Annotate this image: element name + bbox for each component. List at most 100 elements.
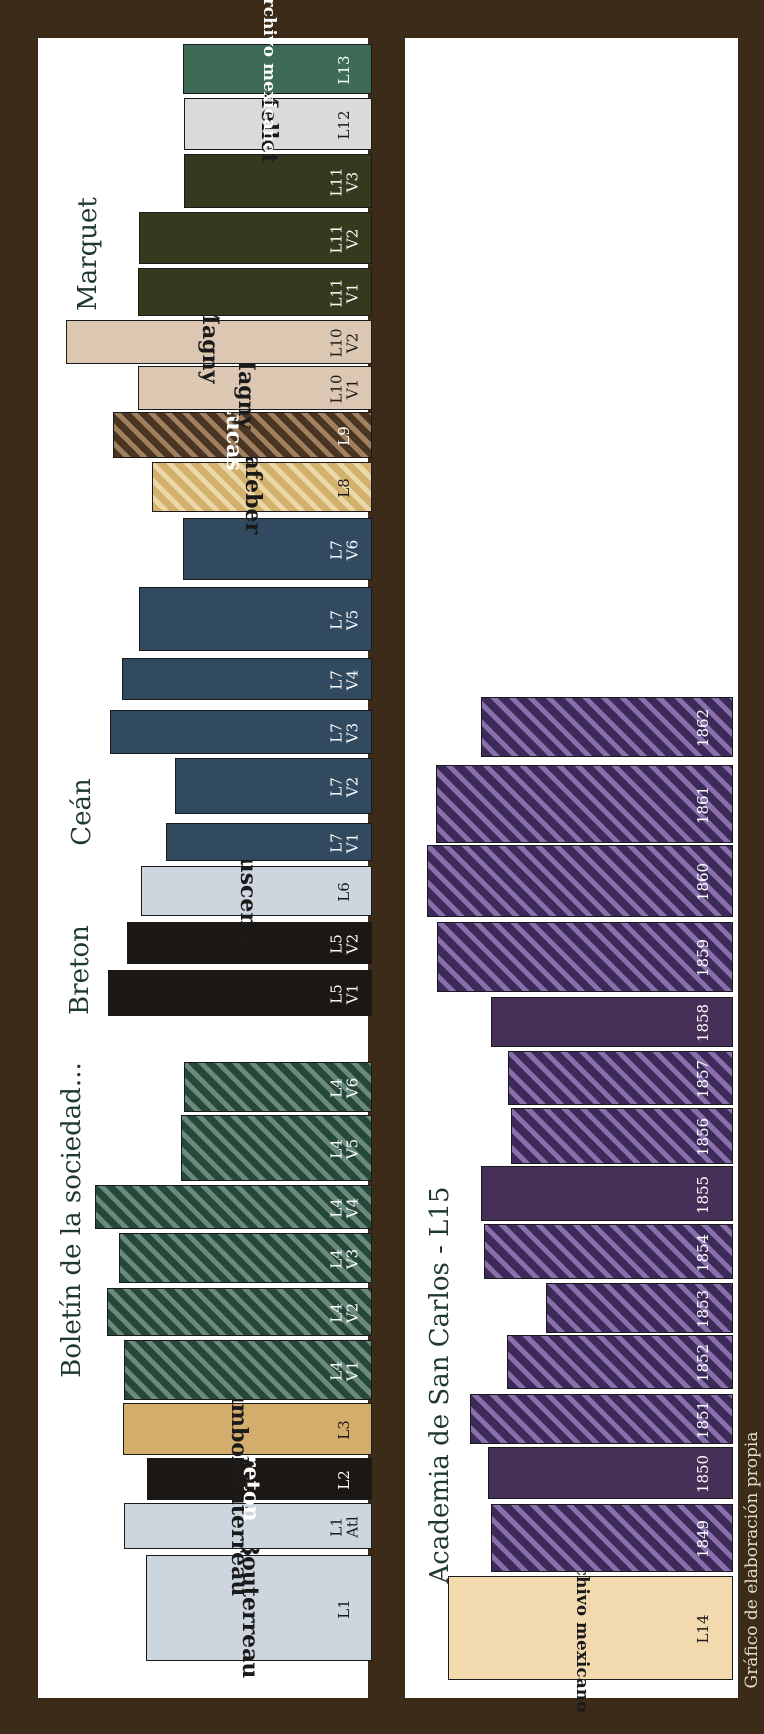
book-code-label: 1855 (694, 1175, 713, 1214)
book-code-line: V3 (343, 722, 361, 744)
book-code-label: 1861 (694, 785, 713, 825)
top-book-2: Bouterreau L1 Atl (124, 1456, 372, 1596)
bottom-book-8: 1855 (481, 1166, 733, 1221)
top-book-18: L7 V5 (139, 587, 372, 651)
book-code-label: L1 (335, 1599, 354, 1619)
book-code-label: 1852 (694, 1343, 713, 1383)
book-code-line: V6 (343, 1077, 361, 1099)
bottom-book-7: 1854 (484, 1224, 733, 1279)
top-book-7: L4 V3 (119, 1233, 372, 1283)
book-code-line: V4 (343, 1197, 361, 1219)
book-code-label: 1858 (694, 1003, 713, 1043)
book-code-line: V2 (343, 933, 361, 955)
top-book-8: L4 V4 (95, 1185, 372, 1229)
book-code-label: L5 V2 (327, 933, 361, 955)
book-code-line: V2 (343, 1302, 361, 1324)
book-code-line: Atl (343, 1516, 361, 1538)
book-code-line: 1862 (694, 708, 713, 748)
top-book-11: L5 V1 (108, 970, 372, 1016)
top-book-26: L11 V3 (184, 154, 372, 208)
book-code-line: 1860 (694, 862, 713, 902)
bottom-book-14: 1861 (436, 765, 733, 843)
book-code-line: 1856 (694, 1117, 713, 1157)
book-code-label: L4 V6 (327, 1077, 361, 1099)
top-book-25: L11 V2 (139, 212, 372, 264)
top-book-27: Mellet L12 (184, 84, 372, 164)
book-code-line: 1849 (694, 1519, 713, 1559)
top-book-28: Archivo mexicano L13 (183, 0, 372, 153)
book-code-label: L14 (694, 1614, 713, 1644)
bottom-book-3: 1850 (488, 1447, 733, 1499)
book-code-label: 1854 (694, 1233, 713, 1272)
bottom-book-13: 1860 (427, 845, 733, 917)
top-book-17: L7 V4 (122, 658, 372, 700)
bottom-book-2: 1849 (491, 1504, 733, 1572)
book-code-line: V2 (343, 332, 361, 354)
top-book-10: L4 V6 (184, 1062, 372, 1112)
book-code-label: L9 (335, 426, 353, 446)
book-code-line: L3 (335, 1420, 354, 1440)
book-code-label: L1 Atl (327, 1516, 361, 1538)
book-code-label: L12 (335, 110, 354, 140)
bottom-book-10: 1857 (508, 1051, 733, 1105)
book-code-line: 1852 (694, 1343, 713, 1383)
top-book-3: Breton L2 (147, 1436, 372, 1522)
top-book-22: Magny L10 V1 (138, 347, 372, 429)
book-code-label: 1849 (694, 1519, 713, 1559)
top-book-12: L5 V2 (127, 922, 372, 964)
top-book-19: L7 V6 (183, 518, 372, 580)
book-code-label: L7 V4 (327, 670, 361, 690)
book-code-label: L11 V3 (327, 167, 361, 196)
bottom-book-5: 1852 (507, 1335, 733, 1389)
book-code-line: V2 (343, 228, 361, 250)
book-code-label: L3 (335, 1420, 354, 1440)
top-book-1: Bouterreau L1 (146, 1538, 372, 1678)
book-code-label: L7 V6 (327, 540, 361, 560)
book-code-line: L12 (335, 110, 354, 140)
book-code-line: V3 (343, 171, 361, 193)
book-code-line: L13 (335, 55, 354, 85)
book-code-label: L10 V2 (327, 328, 361, 357)
bottom-book-4: 1851 (470, 1394, 733, 1444)
book-code-line: V1 (343, 378, 361, 400)
bottom-book-1: Archivo mexicano L14 (448, 1544, 733, 1712)
group-label-marquet: Marquet (73, 197, 103, 311)
book-code-line: 1854 (694, 1233, 713, 1272)
book-code-label: L7 V2 (327, 777, 361, 797)
book-code-line: 1850 (694, 1454, 713, 1494)
book-code-line: 1853 (694, 1289, 713, 1329)
group-label-breton: Breton (65, 925, 95, 1015)
top-book-9: L4 V5 (181, 1115, 372, 1181)
book-code-label: L11 V1 (327, 278, 361, 307)
book-code-label: L4 V5 (327, 1138, 361, 1160)
bottom-book-15: 1862 (481, 697, 733, 757)
top-book-20: Lafeber L8 (152, 440, 372, 534)
group-label-academia: Academia de San Carlos - L15 (425, 1186, 455, 1584)
book-code-label: L4 V3 (327, 1249, 361, 1269)
book-code-line: 1858 (694, 1003, 713, 1043)
book-code-label: 1859 (694, 938, 713, 978)
book-spine-title: Archivo mexicano (258, 0, 279, 154)
book-code-label: L6 (335, 882, 353, 902)
book-code-line: V5 (343, 1138, 361, 1160)
book-code-line: 1861 (694, 785, 713, 825)
bottom-book-12: 1859 (437, 922, 733, 992)
book-code-label: 1862 (694, 708, 713, 748)
top-book-13: Buscemi L6 (141, 838, 372, 944)
book-code-label: 1851 (694, 1400, 713, 1440)
top-book-23: Magny L10 V2 (66, 301, 372, 383)
book-code-label: 1853 (694, 1289, 713, 1329)
book-code-line: V1 (343, 983, 361, 1005)
book-code-line: 1859 (694, 938, 713, 978)
book-code-line: L2 (335, 1470, 354, 1490)
book-code-line: L1 (335, 1599, 354, 1619)
top-book-21: Lucas L9 (113, 399, 372, 471)
book-code-line: 1851 (694, 1400, 713, 1440)
book-code-label: 1860 (694, 862, 713, 902)
book-code-line: L14 (694, 1614, 713, 1644)
book-code-label: L4 V2 (327, 1302, 361, 1324)
top-book-5: L4 V1 (124, 1340, 372, 1400)
book-code-line: 1855 (694, 1175, 713, 1214)
book-code-line: L8 (335, 478, 354, 498)
book-code-label: L5 V1 (327, 983, 361, 1005)
